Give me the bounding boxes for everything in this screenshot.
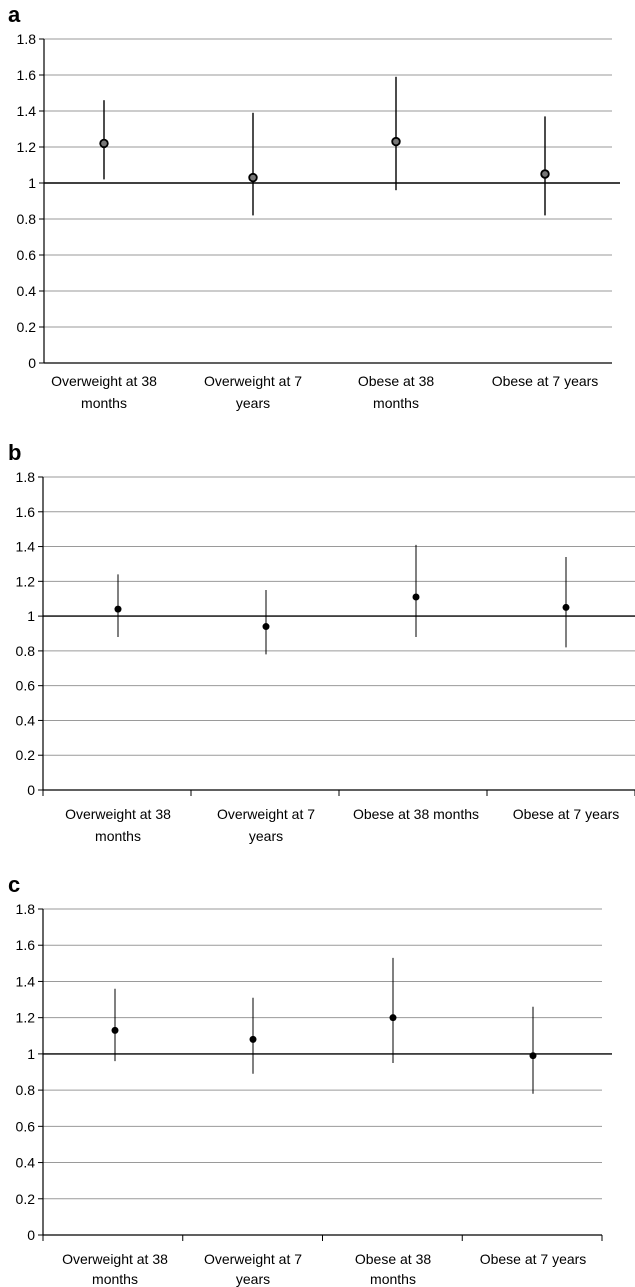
data-point	[391, 136, 401, 147]
y-tick-label: 0	[27, 782, 35, 798]
y-tick-label: 1.6	[16, 937, 36, 953]
y-tick-label: 1.2	[16, 1010, 36, 1026]
chart-panel-c: c 0 0.2 0.4 0.6 0.8 1 1.2 1.4 1.6 1.8 Overweight at…	[8, 872, 612, 1287]
data-point	[111, 1026, 119, 1034]
data-point	[562, 603, 570, 611]
data-point	[529, 1052, 537, 1060]
x-category-label: months	[81, 395, 127, 411]
x-category-label: Obese at 7 years	[513, 806, 620, 822]
x-category-label: Overweight at 7	[217, 806, 315, 822]
x-category-label: Overweight at 38	[62, 1251, 168, 1267]
x-category-label: Obese at 7 years	[492, 373, 599, 389]
y-tick-label: 0	[28, 355, 36, 371]
data-point	[249, 1035, 257, 1043]
y-tick-label: 1.8	[16, 469, 36, 485]
chart-panel-a: a 0 0.2 0.4 0.6 0.8 1 1.2 1.4 1.6 1.8 Overweight at…	[8, 2, 620, 411]
data-point	[389, 1014, 397, 1022]
x-category-label: Overweight at 7	[204, 373, 302, 389]
y-tick-label: 0.4	[17, 283, 37, 299]
x-category-label: Overweight at 38	[65, 806, 171, 822]
y-tick-label: 0	[27, 1227, 35, 1243]
x-category-label: Overweight at 7	[204, 1251, 302, 1267]
x-category-label: months	[370, 1271, 416, 1287]
y-tick-label: 0.4	[16, 1155, 36, 1171]
y-tick-label: 1.2	[17, 139, 37, 155]
x-category-label: Obese at 38	[355, 1251, 431, 1267]
x-category-label: months	[373, 395, 419, 411]
data-point	[540, 169, 550, 179]
y-tick-label: 1	[28, 175, 36, 191]
y-tick-label: 0.6	[16, 678, 36, 694]
y-tick-label: 0.8	[17, 211, 37, 227]
x-category-label: Obese at 38 months	[353, 806, 479, 822]
panel-letter: a	[8, 2, 21, 27]
x-category-label: Overweight at 38	[51, 373, 157, 389]
y-tick-label: 1	[27, 608, 35, 624]
y-tick-label: 0.6	[16, 1118, 36, 1134]
y-tick-label: 0.2	[17, 319, 37, 335]
x-category-label: years	[236, 395, 270, 411]
chart-panel-b: b 0 0.2 0.4 0.6 0.8 1 1.2 1.4 1.6 1.8 Overweight at…	[8, 440, 635, 844]
y-tick-label: 1.6	[17, 67, 37, 83]
x-category-label: Obese at 7 years	[480, 1251, 587, 1267]
y-tick-label: 1.4	[17, 103, 37, 119]
x-category-label: months	[92, 1271, 138, 1287]
panel-letter: b	[8, 440, 21, 465]
y-tick-label: 0.8	[16, 643, 36, 659]
panel-letter: c	[8, 872, 20, 897]
data-point	[114, 605, 122, 613]
data-point	[412, 593, 420, 601]
x-category-label: years	[236, 1271, 270, 1287]
y-tick-label: 0.4	[16, 712, 36, 728]
data-point	[248, 172, 258, 183]
y-tick-label: 1.2	[16, 573, 36, 589]
y-tick-label: 1.4	[16, 973, 36, 989]
y-tick-label: 1	[27, 1046, 35, 1062]
y-tick-label: 1.8	[16, 901, 36, 917]
y-tick-label: 0.8	[16, 1082, 36, 1098]
y-tick-label: 0.6	[17, 247, 37, 263]
y-tick-label: 1.8	[17, 31, 37, 47]
x-category-label: months	[95, 828, 141, 844]
x-category-label: years	[249, 828, 283, 844]
data-point	[99, 138, 109, 149]
y-tick-label: 0.2	[16, 747, 36, 763]
y-tick-label: 0.2	[16, 1191, 36, 1207]
y-tick-label: 1.6	[16, 504, 36, 520]
data-point	[262, 623, 270, 631]
y-tick-label: 1.4	[16, 539, 36, 555]
x-category-label: Obese at 38	[358, 373, 434, 389]
